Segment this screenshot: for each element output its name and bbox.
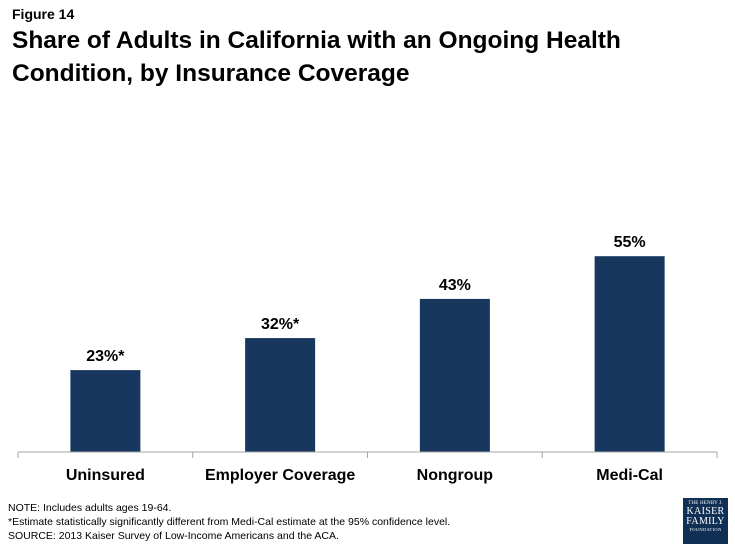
kaiser-logo: THE HENRY J. KAISER FAMILY FOUNDATION [683, 498, 728, 544]
note-text: NOTE: Includes adults ages 19-64. [8, 502, 172, 514]
bars-layer [70, 256, 665, 452]
bar-uninsured [70, 370, 141, 452]
bar-medi-cal [594, 256, 665, 452]
bar-nongroup [419, 298, 490, 452]
data-label: 32%* [261, 316, 300, 333]
data-label: 55% [614, 234, 646, 251]
footnote-text: *Estimate statistically significantly di… [8, 516, 451, 528]
chart-notes: NOTE: Includes adults ages 19-64. *Estim… [8, 501, 450, 543]
chart-title: Share of Adults in California with an On… [12, 27, 621, 87]
figure-label: Figure 14 [12, 6, 75, 22]
labels-layer: 23%* Uninsured 32%* Employer Coverage 43% Non… [66, 234, 663, 484]
logo-line3: FAMILY [686, 516, 725, 527]
data-label: 23%* [86, 348, 125, 365]
tick-layer [17, 452, 718, 458]
category-label: Employer Coverage [205, 467, 355, 484]
category-label: Nongroup [417, 467, 494, 484]
logo-line2: KAISER [686, 506, 725, 517]
category-label: Medi-Cal [596, 467, 663, 484]
bar-employer-coverage [245, 338, 316, 452]
logo-line4: FOUNDATION [689, 527, 722, 532]
category-label: Uninsured [66, 467, 145, 484]
data-label: 43% [439, 277, 471, 294]
bar-chart: 23%* Uninsured 32%* Employer Coverage 43% Non… [17, 234, 718, 484]
source-text: SOURCE: 2013 Kaiser Survey of Low-Income… [8, 530, 339, 542]
logo-line1: THE HENRY J. [688, 501, 723, 506]
